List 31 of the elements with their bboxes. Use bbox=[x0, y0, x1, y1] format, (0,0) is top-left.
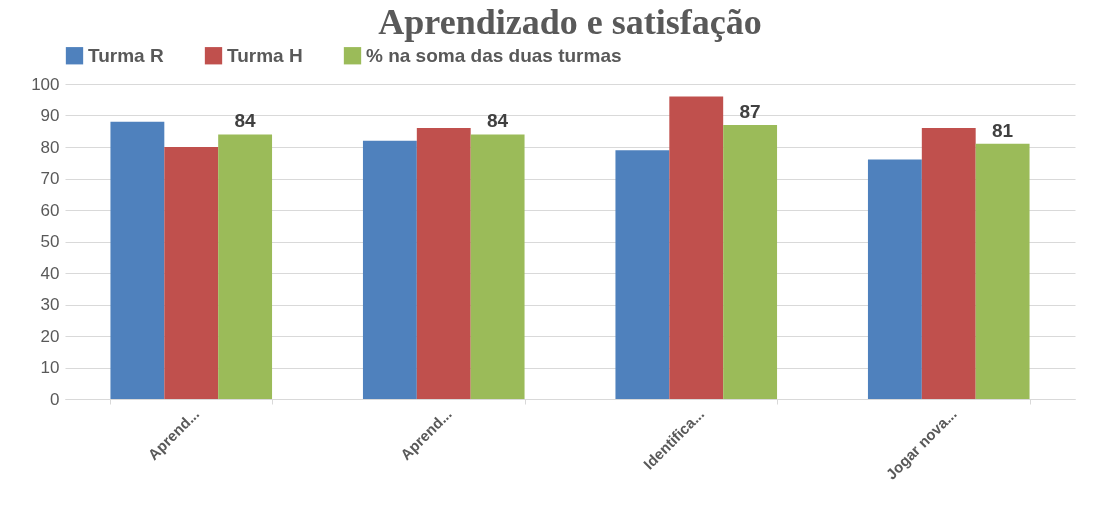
y-tick-label: 0 bbox=[50, 389, 60, 409]
legend-label: % na soma das duas turmas bbox=[366, 44, 622, 66]
bar bbox=[669, 96, 724, 399]
y-tick-label: 100 bbox=[31, 74, 60, 94]
data-label: 84 bbox=[234, 110, 257, 132]
y-tick-label: 70 bbox=[40, 169, 60, 188]
y-tick-label: 30 bbox=[40, 295, 60, 314]
y-tick-label: 80 bbox=[40, 137, 60, 157]
bar bbox=[867, 159, 922, 399]
y-tick-label: 50 bbox=[40, 232, 60, 251]
bar bbox=[164, 147, 219, 399]
bar bbox=[615, 150, 670, 399]
y-tick-label: 20 bbox=[40, 326, 60, 346]
y-tick-label: 40 bbox=[40, 263, 60, 283]
legend-label: Turma H bbox=[227, 44, 303, 66]
bar bbox=[362, 140, 417, 399]
data-label: 84 bbox=[487, 110, 509, 132]
bar bbox=[723, 124, 778, 399]
y-tick-label: 60 bbox=[40, 200, 60, 220]
data-label: 87 bbox=[739, 100, 761, 122]
bar bbox=[470, 134, 525, 399]
bar bbox=[110, 121, 165, 399]
y-tick-label: 10 bbox=[40, 358, 60, 377]
bar bbox=[416, 128, 471, 399]
bar bbox=[921, 128, 976, 399]
bar bbox=[218, 134, 273, 399]
bar bbox=[975, 143, 1030, 399]
y-tick-label: 90 bbox=[40, 106, 60, 125]
data-label: 81 bbox=[992, 119, 1014, 141]
chart-title: Aprendizado e satisfação bbox=[378, 2, 762, 42]
legend-label: Turma R bbox=[88, 44, 164, 66]
